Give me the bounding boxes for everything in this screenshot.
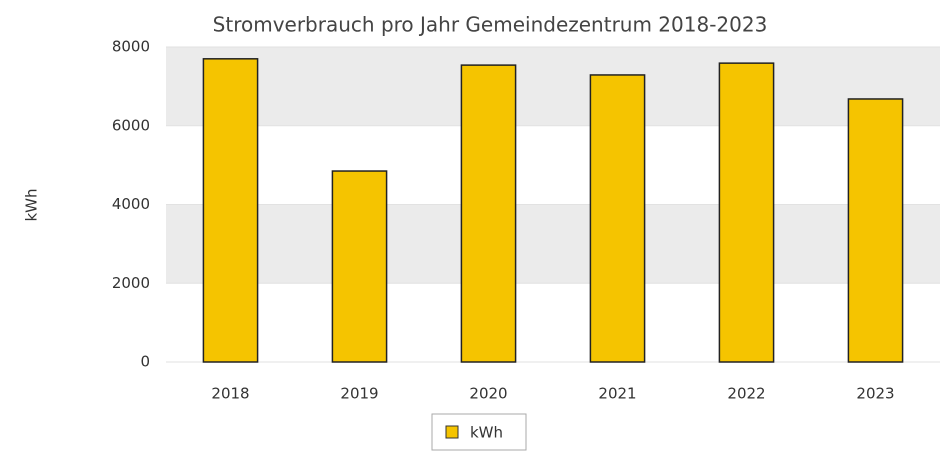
bar: [202, 58, 259, 363]
grid-band: [166, 47, 940, 126]
y-tick-label: 6000: [112, 116, 150, 134]
grid-band: [166, 204, 940, 284]
bar: [331, 170, 388, 363]
x-tick-label: 2020: [469, 385, 507, 403]
legend-label: kWh: [470, 424, 503, 442]
bar: [589, 74, 646, 363]
bar: [460, 64, 517, 363]
x-tick-label: 2022: [727, 385, 765, 403]
x-tick-label: 2018: [211, 385, 249, 403]
bar: [718, 62, 775, 363]
legend-swatch: [445, 425, 459, 439]
x-tick-label: 2023: [856, 385, 894, 403]
x-tick-label: 2021: [598, 385, 636, 403]
y-tick-label: 8000: [112, 38, 150, 56]
bar: [847, 98, 904, 363]
y-axis-label: kWh: [23, 188, 41, 221]
chart-title: Stromverbrauch pro Jahr Gemeindezentrum …: [213, 13, 768, 37]
y-tick-label: 4000: [112, 195, 150, 213]
y-tick-label: 0: [140, 353, 150, 371]
y-tick-label: 2000: [112, 274, 150, 292]
x-tick-label: 2019: [340, 385, 378, 403]
